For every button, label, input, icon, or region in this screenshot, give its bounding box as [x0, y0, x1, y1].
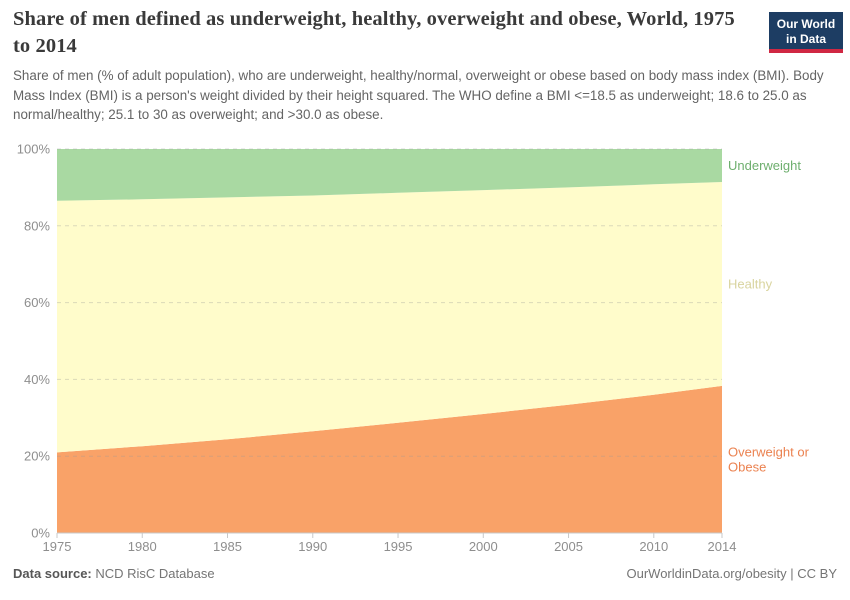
x-tick-label-2005: 2005 — [554, 539, 583, 554]
attribution-link[interactable]: OurWorldinData.org/obesity | CC BY — [626, 566, 838, 581]
x-tick-label-1995: 1995 — [384, 539, 413, 554]
x-tick-label-2014: 2014 — [708, 539, 737, 554]
y-tick-label-80: 80% — [24, 218, 50, 233]
data-source-value: NCD RisC Database — [91, 566, 215, 581]
x-tick-label-1990: 1990 — [298, 539, 327, 554]
y-tick-label-20: 20% — [24, 449, 50, 464]
x-tick-label-1985: 1985 — [213, 539, 242, 554]
x-tick-label-2000: 2000 — [469, 539, 498, 554]
y-tick-label-100: 100% — [17, 142, 51, 157]
series-label-healthy: Healthy — [728, 277, 773, 292]
series-label-underweight: Underweight — [728, 158, 801, 173]
chart-footer: Data source: NCD RisC Database OurWorldi… — [13, 566, 837, 581]
y-tick-label-0: 0% — [31, 526, 50, 541]
page-title: Share of men defined as underweight, hea… — [13, 8, 735, 57]
owid-logo[interactable]: Our World in Data — [769, 12, 843, 54]
area-healthy[interactable] — [57, 182, 722, 453]
area-underweight[interactable] — [57, 149, 722, 201]
x-tick-label-1975: 1975 — [43, 539, 72, 554]
data-source-label: Data source: — [13, 566, 92, 581]
x-tick-label-1980: 1980 — [128, 539, 157, 554]
logo-text-line1: Our World — [776, 17, 836, 31]
y-tick-label-40: 40% — [24, 372, 50, 387]
series-label-overweight-or-obese: Overweight or Obese — [728, 445, 810, 475]
chart-subtitle: Share of men (% of adult population), wh… — [13, 68, 824, 123]
data-source: Data source: NCD RisC Database — [13, 566, 215, 581]
area-overweight-or-obese[interactable] — [57, 385, 722, 533]
logo-text-line2: in Data — [785, 31, 826, 46]
y-tick-label-60: 60% — [24, 295, 50, 310]
x-tick-label-2010: 2010 — [639, 539, 668, 554]
